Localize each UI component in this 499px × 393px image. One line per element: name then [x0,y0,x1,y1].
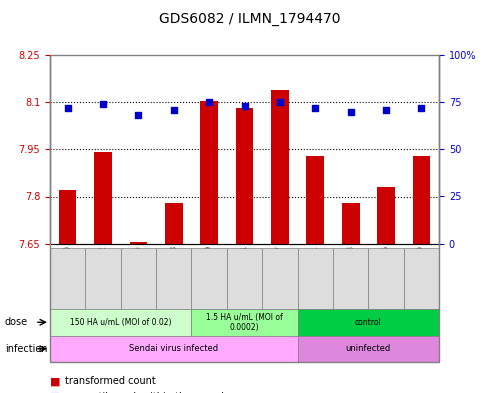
Point [382,107,390,113]
Point [205,99,213,105]
Point [99,101,107,107]
Bar [165,203,183,244]
Bar [130,242,147,244]
Bar [236,108,253,244]
Bar [200,101,218,244]
Bar [306,156,324,244]
Point [134,112,142,119]
Text: transformed count: transformed count [65,376,156,386]
Text: Sendai virus infected: Sendai virus infected [129,344,218,353]
Point [347,108,355,115]
Text: infection: infection [5,344,47,354]
Text: ■: ■ [50,392,60,393]
Bar [59,190,76,244]
Bar [377,187,395,244]
Bar [413,156,430,244]
Text: control: control [355,318,382,327]
Point [311,105,319,111]
Text: GDS6082 / ILMN_1794470: GDS6082 / ILMN_1794470 [159,12,340,26]
Point [241,103,249,109]
Point [170,107,178,113]
Bar [94,152,112,244]
Point [418,105,426,111]
Point [63,105,71,111]
Text: 1.5 HA u/mL (MOI of
0.0002): 1.5 HA u/mL (MOI of 0.0002) [206,312,283,332]
Bar [342,203,359,244]
Text: percentile rank within the sample: percentile rank within the sample [65,392,230,393]
Point [276,99,284,105]
Bar [271,90,289,244]
Text: dose: dose [5,317,28,327]
Text: uninfected: uninfected [346,344,391,353]
Text: 150 HA u/mL (MOI of 0.02): 150 HA u/mL (MOI of 0.02) [70,318,172,327]
Text: ■: ■ [50,376,60,386]
